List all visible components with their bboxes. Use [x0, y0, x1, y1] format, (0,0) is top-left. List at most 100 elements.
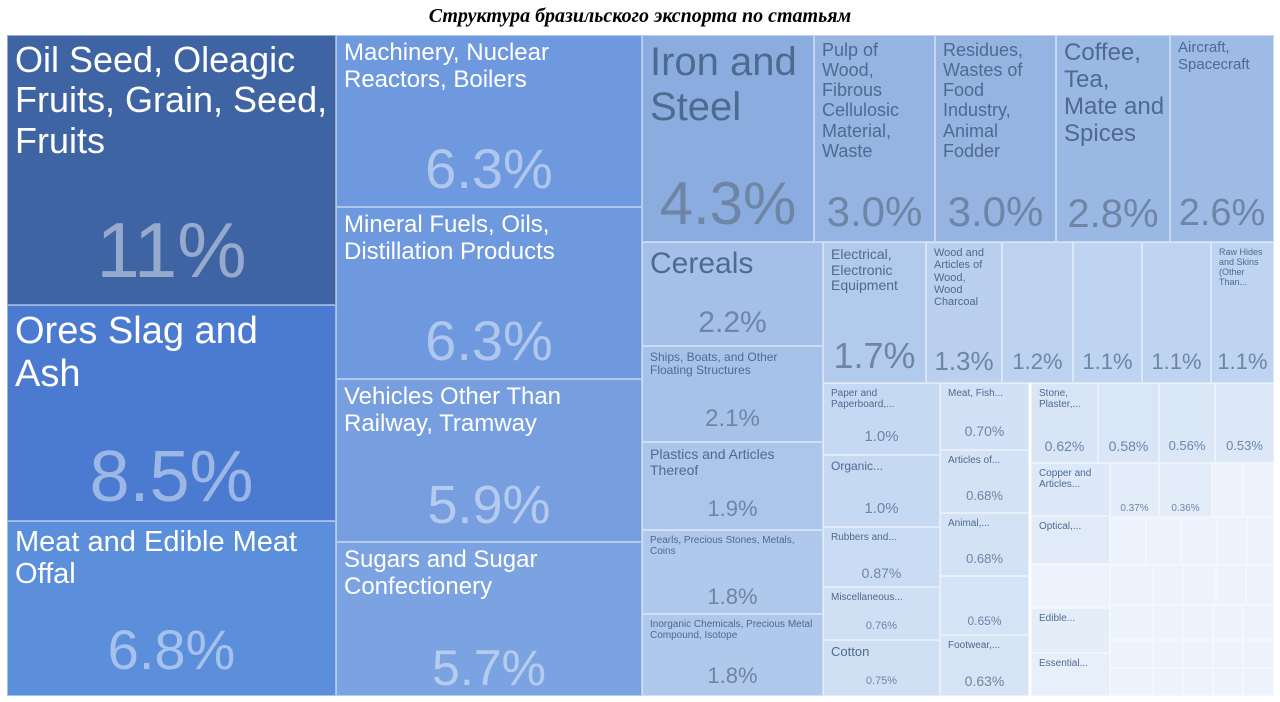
treemap-cell-copper-and-articles[interactable]: Copper and Articles... [1031, 463, 1110, 516]
treemap-cell-wood-and-articles-of-wood-wood-charcoal[interactable]: Wood and Articles of Wood, Wood Charcoal… [926, 242, 1002, 383]
treemap-cell-cotton[interactable]: Cotton 0.75% [823, 640, 940, 696]
treemap-cell-small[interactable] [1110, 565, 1153, 605]
cell-value: 1.0% [864, 500, 899, 517]
treemap-cell-small[interactable] [1153, 668, 1183, 696]
cell-label: Paper and Paperboard,... [831, 388, 895, 411]
cell-label: Raw Hides and Skins (Other Than... [1219, 247, 1263, 288]
cell-value: 2.1% [705, 405, 760, 432]
treemap-cell-plastics-and-articles-thereof[interactable]: Plastics and Articles Thereof 1.9% [642, 442, 823, 530]
treemap-cell-small[interactable] [1213, 668, 1243, 696]
treemap-cell-34[interactable]: 0.58% [1098, 383, 1159, 463]
cell-label: Plastics and Articles Thereof [650, 446, 775, 478]
cell-label: Electrical, Electronic Equipment [831, 246, 898, 294]
treemap-cell-small[interactable] [1146, 517, 1181, 565]
treemap-cell-small[interactable] [1216, 565, 1246, 605]
treemap-cell-20[interactable]: 1.1% [1073, 242, 1142, 383]
treemap-cell-residues-wastes-of-food-industry-animal-fodder[interactable]: Residues, Wastes of Food Industry, Anima… [935, 35, 1056, 242]
treemap-cell-31[interactable]: 0.65% [940, 576, 1029, 635]
cell-value: 6.3% [425, 137, 553, 200]
treemap-cell-rubbers-and[interactable]: Rubbers and... 0.87% [823, 527, 940, 587]
cell-label: Mineral Fuels, Oils, Distillation Produc… [344, 211, 555, 265]
cell-label: Optical,... [1039, 521, 1082, 532]
treemap-cell-small[interactable] [1110, 517, 1146, 565]
cell-label: Aircraft, Spacecraft [1178, 39, 1250, 73]
treemap-cell-small[interactable] [1213, 640, 1243, 668]
treemap-cell-meat-and-edible-meat-offal[interactable]: Meat and Edible Meat Offal 6.8% [7, 521, 336, 696]
treemap-cell-raw-hides-and-skins-other-than[interactable]: Raw Hides and Skins (Other Than... 1.1% [1211, 242, 1274, 383]
treemap-cell-ships-boats-and-other-floating-structures[interactable]: Ships, Boats, and Other Floating Structu… [642, 346, 823, 442]
treemap-cell-ores-slag-and-ash[interactable]: Ores Slag and Ash 8.5% [7, 305, 336, 521]
treemap-cell-36[interactable]: 0.53% [1215, 383, 1274, 463]
treemap-cell-38[interactable]: 0.37% [1110, 463, 1159, 517]
treemap-cell-cereals[interactable]: Cereals 2.2% [642, 242, 823, 346]
treemap-cell-small[interactable] [1243, 640, 1274, 668]
treemap-cell-oil-seed-oleagic-fruits-grain-seed-fruits[interactable]: Oil Seed, Oleagic Fruits, Grain, Seed, F… [7, 35, 336, 305]
cell-value: 0.58% [1108, 438, 1149, 454]
cell-label: Pearls, Precious Stones, Metals, Coins [650, 535, 795, 558]
treemap-cell-inorganic-chemicals-precious-metal-compound-isotope[interactable]: Inorganic Chemicals, Precious Metal Comp… [642, 614, 823, 696]
treemap-cell-small[interactable] [1247, 517, 1274, 565]
treemap-cell-iron-and-steel[interactable]: Iron and Steel 4.3% [642, 35, 814, 242]
treemap-cell-small[interactable] [1110, 605, 1153, 640]
cell-label: Ships, Boats, and Other Floating Structu… [650, 350, 778, 378]
cell-label: Meat and Edible Meat Offal [15, 526, 298, 591]
treemap-cell-animal[interactable]: Animal,... 0.68% [940, 513, 1029, 576]
treemap-cell-small[interactable] [1110, 640, 1153, 668]
treemap-cell-articles-of[interactable]: Articles of... 0.68% [940, 450, 1029, 513]
treemap-cell-small[interactable] [1153, 605, 1183, 640]
cell-value: 11% [96, 206, 247, 294]
treemap-cell-small[interactable] [1153, 640, 1183, 668]
treemap-cell-small[interactable] [1181, 517, 1217, 565]
treemap-cell-vehicles-other-than-railway-tramway[interactable]: Vehicles Other Than Railway, Tramway 5.9% [336, 379, 642, 542]
cell-label: Coffee, Tea, Mate and Spices [1064, 39, 1165, 147]
treemap-cell-footwear[interactable]: Footwear,... 0.63% [940, 635, 1029, 696]
treemap-cell-paper-and-paperboard[interactable]: Paper and Paperboard,... 1.0% [823, 383, 940, 455]
cell-label: Cotton [831, 644, 870, 659]
cell-label: Copper and Articles... [1039, 468, 1092, 491]
cell-label: Ores Slag and Ash [15, 310, 258, 395]
treemap-cell-small[interactable] [1243, 605, 1274, 640]
treemap-cell-small[interactable] [1153, 565, 1183, 605]
cell-label: Footwear,... [948, 640, 1001, 651]
treemap-cell-19[interactable]: 1.2% [1002, 242, 1073, 383]
treemap-cell-small[interactable] [1110, 668, 1153, 696]
treemap-cell-small[interactable] [1217, 517, 1247, 565]
cell-value: 0.76% [865, 620, 898, 632]
treemap-cell-small[interactable] [1183, 605, 1213, 640]
treemap-cell-miscellaneous[interactable]: Miscellaneous... 0.76% [823, 587, 940, 640]
treemap-cell-coffee-tea-mate-and-spices[interactable]: Coffee, Tea, Mate and Spices 2.8% [1056, 35, 1170, 242]
treemap-cell-aircraft-spacecraft[interactable]: Aircraft, Spacecraft 2.6% [1170, 35, 1274, 242]
treemap-cell-edible[interactable]: Edible... [1031, 608, 1110, 653]
treemap-cell-35[interactable]: 0.56% [1159, 383, 1215, 463]
treemap-cell-small[interactable] [1243, 668, 1274, 696]
treemap-cell-pulp-of-wood-fibrous-cellulosic-material-waste[interactable]: Pulp of Wood, Fibrous Cellulosic Materia… [814, 35, 935, 242]
treemap-cell-small[interactable] [1183, 565, 1216, 605]
treemap-cell-small[interactable] [1031, 564, 1110, 608]
cell-label: Cereals [650, 247, 754, 280]
treemap-cell-small[interactable] [1183, 640, 1213, 668]
treemap-cell-21[interactable]: 1.1% [1142, 242, 1211, 383]
treemap-cell-mineral-fuels-oils-distillation-products[interactable]: Mineral Fuels, Oils, Distillation Produc… [336, 207, 642, 379]
cell-label: Iron and Steel [650, 40, 797, 129]
treemap-cell-organic[interactable]: Organic... 1.0% [823, 455, 940, 527]
treemap-cell-meat-fish[interactable]: Meat, Fish... 0.70% [940, 383, 1029, 450]
treemap-cell-small[interactable] [1212, 463, 1243, 517]
treemap-cell-essential[interactable]: Essential... [1031, 653, 1110, 696]
treemap-cell-small[interactable] [1246, 565, 1274, 605]
cell-value: 1.3% [934, 346, 994, 376]
cell-value: 0.75% [865, 675, 898, 687]
treemap-cell-sugars-and-sugar-confectionery[interactable]: Sugars and Sugar Confectionery 5.7% [336, 542, 642, 696]
cell-value: 4.3% [659, 170, 797, 237]
treemap-cell-optical[interactable]: Optical,... [1031, 516, 1110, 564]
cell-label: Sugars and Sugar Confectionery [344, 546, 538, 600]
treemap-cell-small[interactable] [1213, 605, 1243, 640]
treemap-cell-machinery-nuclear-reactors-boilers[interactable]: Machinery, Nuclear Reactors, Boilers 6.3% [336, 35, 642, 207]
treemap-cell-small[interactable] [1243, 463, 1274, 517]
treemap-cell-small[interactable] [1183, 668, 1213, 696]
treemap-cell-pearls-precious-stones-metals-coins[interactable]: Pearls, Precious Stones, Metals, Coins 1.… [642, 530, 823, 614]
cell-label: Miscellaneous... [831, 592, 903, 603]
treemap-cell-stone-plaster[interactable]: Stone, Plaster,... 0.62% [1031, 383, 1098, 463]
treemap-cell-39[interactable]: 0.36% [1159, 463, 1212, 517]
treemap-cell-electrical-electronic-equipment[interactable]: Electrical, Electronic Equipment 1.7% [823, 242, 926, 383]
